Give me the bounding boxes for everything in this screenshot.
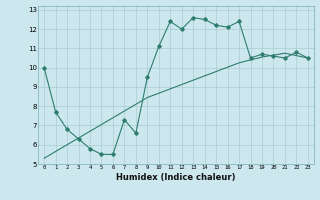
X-axis label: Humidex (Indice chaleur): Humidex (Indice chaleur) xyxy=(116,173,236,182)
